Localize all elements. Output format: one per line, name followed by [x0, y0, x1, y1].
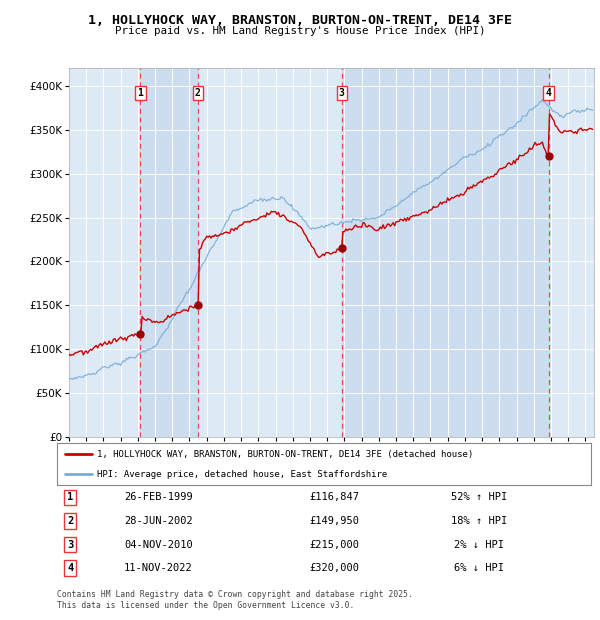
- Text: 2: 2: [67, 516, 73, 526]
- Bar: [341, 68, 548, 437]
- Text: 1: 1: [137, 88, 143, 98]
- Text: Price paid vs. HM Land Registry's House Price Index (HPI): Price paid vs. HM Land Registry's House …: [115, 26, 485, 36]
- Text: 3: 3: [339, 88, 344, 98]
- Text: 2: 2: [195, 88, 201, 98]
- Text: £215,000: £215,000: [310, 539, 359, 549]
- Text: £149,950: £149,950: [310, 516, 359, 526]
- Text: 04-NOV-2010: 04-NOV-2010: [124, 539, 193, 549]
- Text: £320,000: £320,000: [310, 563, 359, 573]
- Text: 3: 3: [67, 539, 73, 549]
- Text: 1: 1: [67, 492, 73, 502]
- Text: 2% ↓ HPI: 2% ↓ HPI: [454, 539, 504, 549]
- Text: Contains HM Land Registry data © Crown copyright and database right 2025.
This d: Contains HM Land Registry data © Crown c…: [57, 590, 413, 609]
- Text: 11-NOV-2022: 11-NOV-2022: [124, 563, 193, 573]
- Text: 6% ↓ HPI: 6% ↓ HPI: [454, 563, 504, 573]
- Text: 1, HOLLYHOCK WAY, BRANSTON, BURTON-ON-TRENT, DE14 3FE (detached house): 1, HOLLYHOCK WAY, BRANSTON, BURTON-ON-TR…: [97, 450, 473, 459]
- Text: HPI: Average price, detached house, East Staffordshire: HPI: Average price, detached house, East…: [97, 470, 388, 479]
- Bar: [140, 68, 198, 437]
- Text: 1, HOLLYHOCK WAY, BRANSTON, BURTON-ON-TRENT, DE14 3FE: 1, HOLLYHOCK WAY, BRANSTON, BURTON-ON-TR…: [88, 14, 512, 27]
- Text: £116,847: £116,847: [310, 492, 359, 502]
- Text: 52% ↑ HPI: 52% ↑ HPI: [451, 492, 507, 502]
- Text: 26-FEB-1999: 26-FEB-1999: [124, 492, 193, 502]
- Text: 28-JUN-2002: 28-JUN-2002: [124, 516, 193, 526]
- Text: 4: 4: [67, 563, 73, 573]
- Text: 18% ↑ HPI: 18% ↑ HPI: [451, 516, 507, 526]
- Text: 4: 4: [545, 88, 551, 98]
